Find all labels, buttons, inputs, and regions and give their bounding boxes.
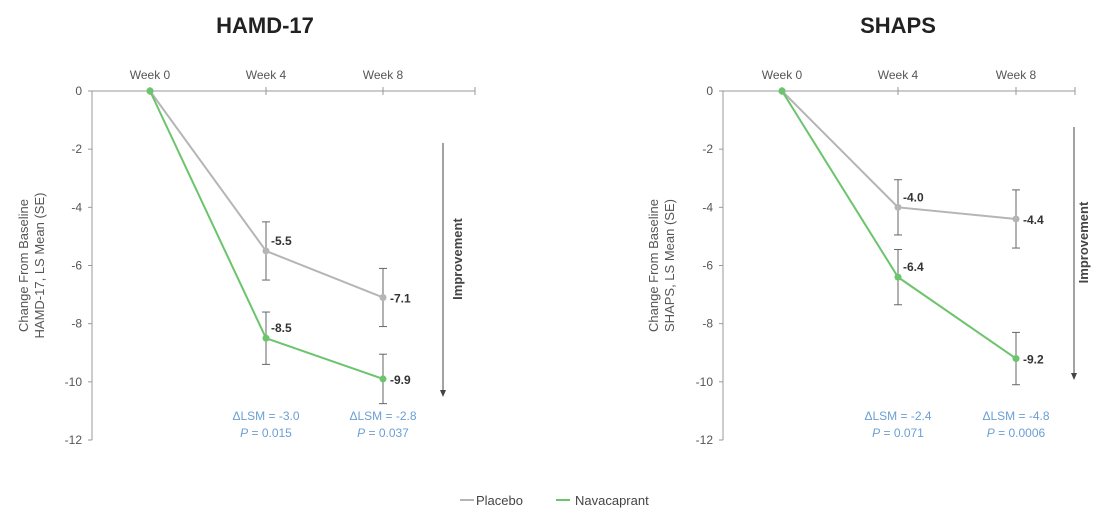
y-tick-label: 0 [706,84,713,98]
data-label: -8.5 [271,321,292,335]
data-label: -9.9 [390,373,411,387]
y-tick-label: -8 [71,317,82,331]
y-tick-label: -2 [71,142,82,156]
y-axis-label: Change From Baseline [646,199,661,332]
y-axis-label: SHAPS, LS Mean (SE) [662,199,677,332]
improvement-arrowhead [1071,373,1077,380]
annotation-p-value: P = 0.015 [240,426,292,440]
series-line [781,90,1017,220]
y-tick-label: -6 [702,259,713,273]
annotation-dlsm: ΔLSM = -2.8 [349,409,416,423]
x-tick-label: Week 8 [996,68,1037,82]
y-tick-label: -12 [65,433,83,447]
x-tick-label: Week 0 [130,68,171,82]
y-tick-label: -4 [71,200,82,214]
data-point [778,87,786,95]
p-value: = 0.071 [880,426,924,440]
chart-title: HAMD-17 [216,13,314,38]
p-symbol: P [240,426,248,440]
y-tick-label: 0 [75,84,82,98]
data-point [379,375,387,383]
chart-title: SHAPS [860,13,936,38]
data-label: -7.1 [390,291,411,305]
data-label: -4.0 [903,190,924,204]
y-tick-label: -8 [702,317,713,331]
p-value: = 0.0006 [995,426,1046,440]
data-label: -6.4 [903,260,924,274]
legend-label: Placebo [476,493,523,508]
improvement-label: Improvement [450,218,465,300]
annotation-dlsm: ΔLSM = -3.0 [232,409,299,423]
data-point [1012,215,1020,223]
y-axis-label: HAMD-17, LS Mean (SE) [32,193,47,339]
annotation-p-value: P = 0.0006 [987,426,1046,440]
annotation-p-value: P = 0.037 [357,426,409,440]
annotation-p-value: P = 0.071 [872,426,924,440]
x-tick-label: Week 8 [363,68,404,82]
x-tick-label: Week 0 [762,68,803,82]
annotation-dlsm: ΔLSM = -2.4 [864,409,931,423]
x-tick-label: Week 4 [246,68,287,82]
legend-label: Navacaprant [575,493,649,508]
y-tick-label: -2 [702,142,713,156]
p-symbol: P [357,426,365,440]
y-tick-label: -12 [696,433,714,447]
data-point [1012,355,1020,363]
annotation-dlsm: ΔLSM = -4.8 [982,409,1049,423]
data-label: -5.5 [271,234,292,248]
y-axis-label: Change From Baseline [16,199,31,332]
improvement-arrowhead [440,390,446,397]
data-point [262,334,270,342]
data-point [262,247,270,255]
p-value: = 0.037 [365,426,409,440]
y-tick-label: -6 [71,259,82,273]
y-tick-label: -10 [696,375,714,389]
data-point [379,293,387,301]
p-symbol: P [987,426,995,440]
data-label: -9.2 [1023,353,1044,367]
x-tick-label: Week 4 [878,68,919,82]
y-tick-label: -4 [702,200,713,214]
data-point [146,87,154,95]
p-symbol: P [872,426,880,440]
data-point [894,273,902,281]
series-line [781,90,1017,360]
y-tick-label: -10 [65,375,83,389]
data-label: -4.4 [1023,213,1044,227]
data-point [894,203,902,211]
improvement-label: Improvement [1076,201,1091,283]
p-value: = 0.015 [248,426,292,440]
